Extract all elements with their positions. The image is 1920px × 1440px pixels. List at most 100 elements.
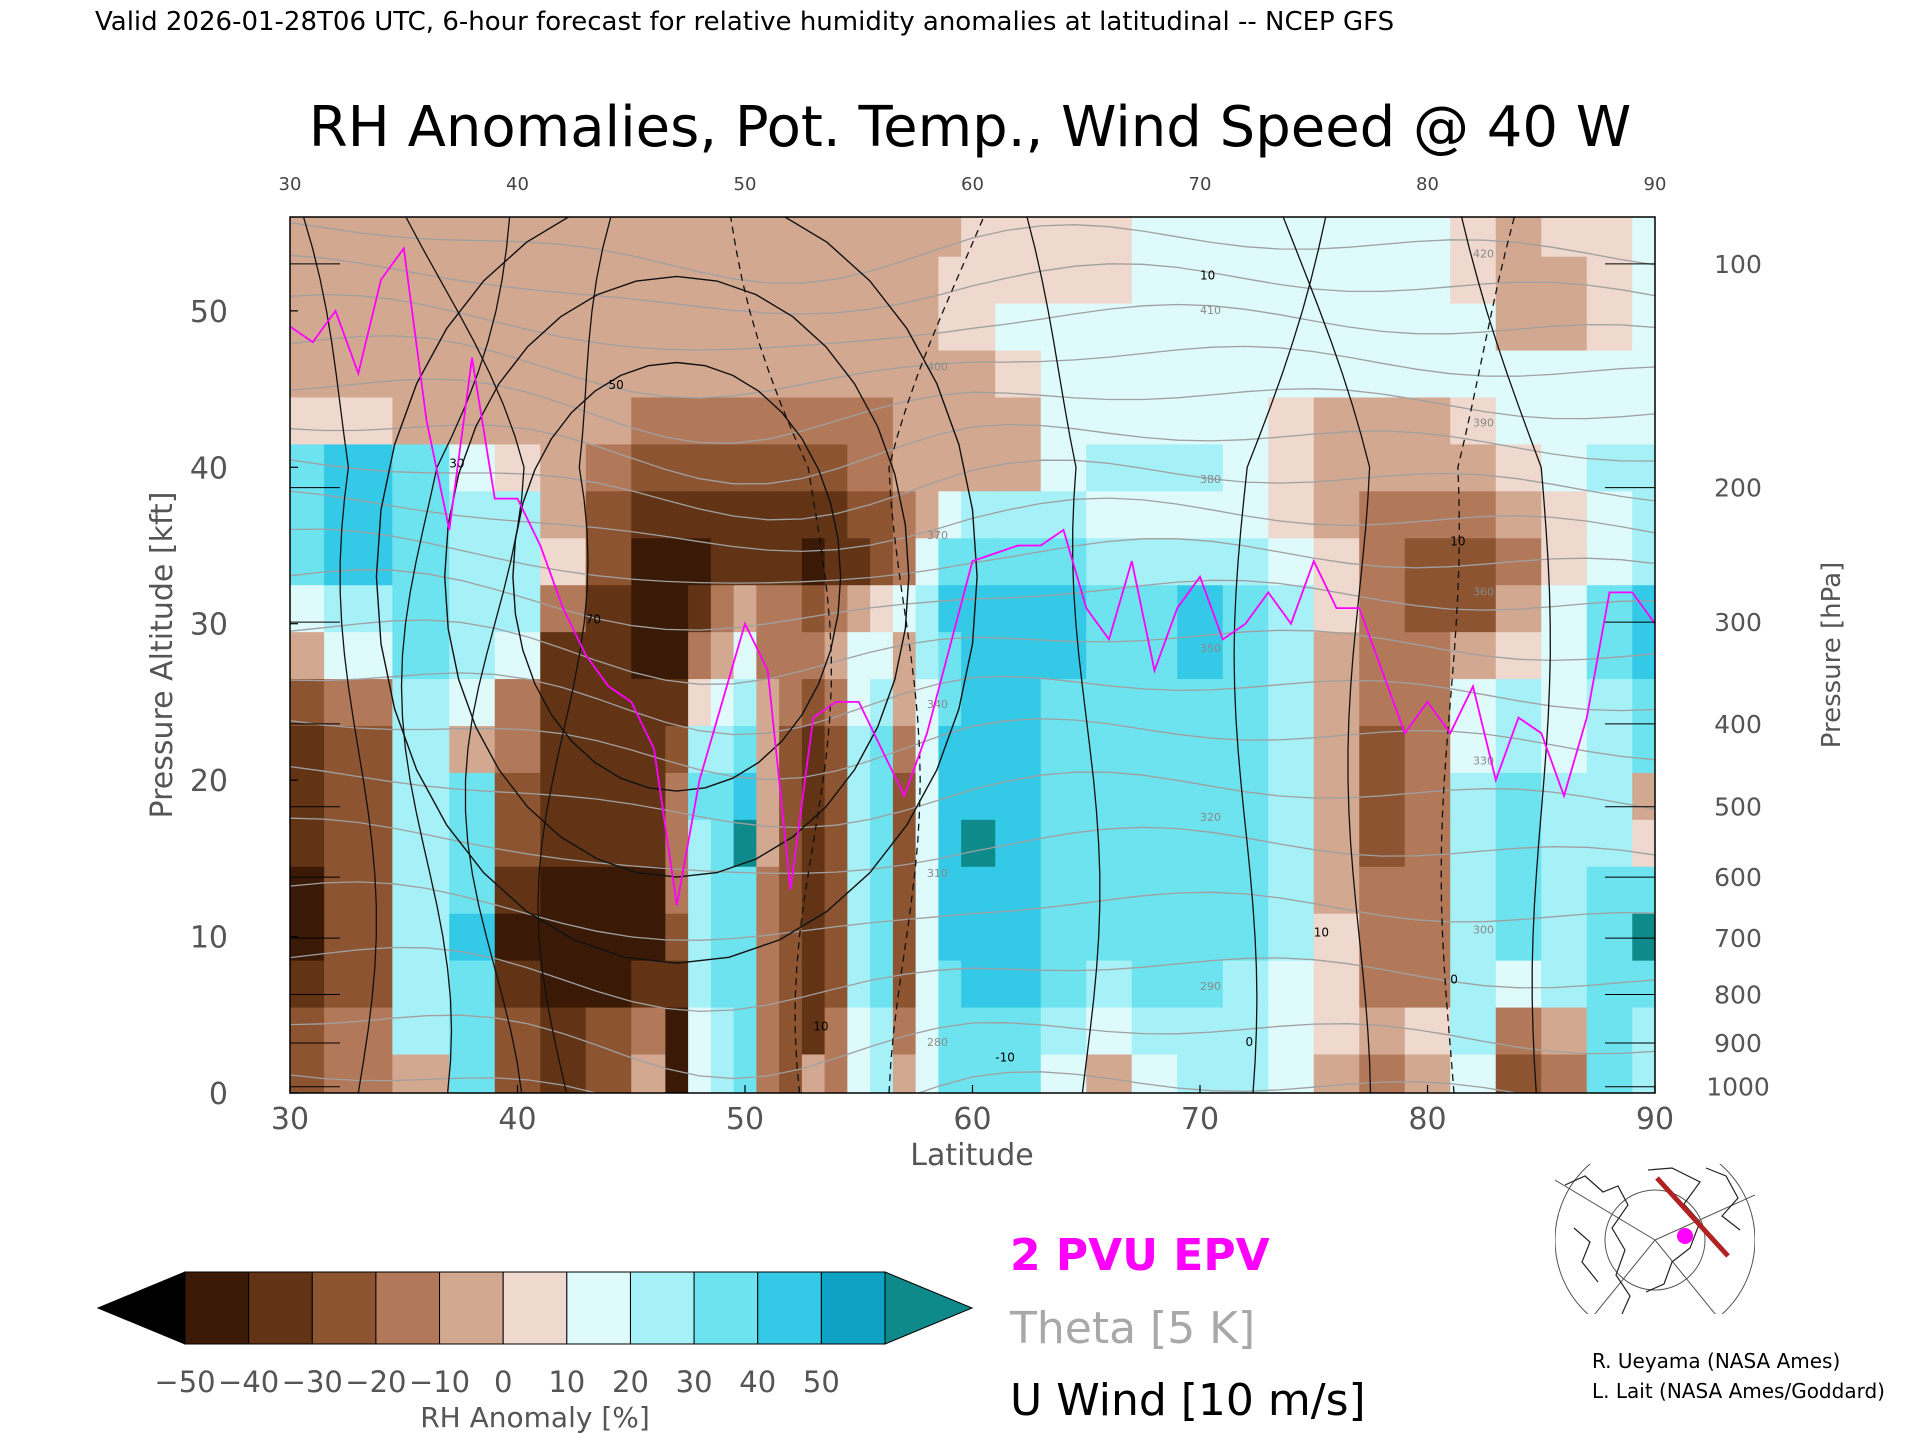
- rh-cell: [847, 960, 871, 1008]
- rh-cell: [1586, 396, 1633, 445]
- pressure-tick-label: 600: [1714, 863, 1762, 892]
- rh-cell: [870, 866, 894, 914]
- rh-cell: [1495, 443, 1542, 492]
- rh-cell: [324, 396, 393, 445]
- rh-cell: [1040, 217, 1087, 257]
- rh-cell: [801, 396, 826, 445]
- rh-cell: [688, 490, 712, 539]
- point-marker: [1677, 1228, 1693, 1244]
- rh-cell: [779, 303, 803, 351]
- rh-cell: [665, 819, 689, 867]
- y-tick-label: 20: [190, 764, 228, 799]
- rh-cell: [290, 772, 325, 820]
- rh-cell: [392, 396, 450, 445]
- rh-cell: [1450, 1006, 1497, 1055]
- rh-cell: [1632, 443, 1655, 492]
- rh-cell: [1586, 631, 1633, 680]
- rh-cell: [1131, 913, 1178, 961]
- rh-cell: [585, 725, 632, 773]
- pressure-tick-label: 1000: [1706, 1073, 1770, 1102]
- rh-cell: [392, 443, 450, 492]
- rh-cell: [995, 349, 1042, 398]
- credit-line-1: R. Ueyama (NASA Ames): [1592, 1349, 1840, 1373]
- legend-uwind: U Wind [10 m/s]: [1010, 1375, 1366, 1426]
- rh-cell: [1450, 631, 1497, 680]
- rh-cell: [1404, 349, 1451, 398]
- rh-cell: [1541, 256, 1588, 304]
- rh-cell: [1495, 772, 1542, 820]
- rh-cell: [870, 349, 894, 398]
- rh-cell: [801, 303, 826, 351]
- rh-cell: [665, 725, 689, 773]
- rh-cell: [756, 772, 780, 820]
- u-wind-contour: [512, 361, 842, 792]
- rh-cell: [710, 349, 735, 398]
- rh-cell: [324, 303, 393, 351]
- rh-cell: [824, 537, 848, 586]
- rh-cell: [756, 396, 780, 445]
- rh-cell: [1086, 725, 1133, 773]
- rh-cell: [665, 537, 689, 586]
- rh-cell: [392, 913, 450, 961]
- rh-cell: [688, 217, 712, 257]
- rh-cell: [779, 678, 803, 726]
- rh-cell: [688, 866, 712, 914]
- u-wind-contour: [888, 217, 985, 1093]
- rh-cell: [801, 1006, 826, 1055]
- rh-cell: [688, 349, 712, 398]
- rh-cell: [779, 725, 803, 773]
- u-wind-label: 10: [1200, 269, 1215, 283]
- x-tick-label: 50: [726, 1102, 764, 1137]
- rh-cell: [1313, 866, 1360, 914]
- rh-cell: [1222, 725, 1269, 773]
- theta-isentrope: [290, 817, 1655, 874]
- rh-cell: [824, 819, 848, 867]
- rh-cell: [1177, 303, 1224, 351]
- x-tick-label: 40: [498, 1102, 536, 1137]
- rh-cell: [870, 960, 894, 1008]
- rh-cell: [870, 256, 894, 304]
- rh-cell: [1632, 913, 1655, 961]
- colorbar-box: [820, 1271, 886, 1345]
- rh-cell: [892, 537, 917, 586]
- u-wind-contour: [1440, 217, 1515, 1093]
- theta-label: 290: [1200, 980, 1221, 993]
- rh-cell: [1131, 819, 1178, 867]
- rh-cell: [540, 913, 587, 961]
- rh-cell: [1040, 631, 1087, 680]
- u-wind-contour: [1233, 217, 1327, 1093]
- rh-cell: [1586, 349, 1633, 398]
- rh-cell: [1040, 772, 1087, 820]
- rh-cell: [801, 819, 826, 867]
- rh-cell: [290, 819, 325, 867]
- rh-cell: [1586, 913, 1633, 961]
- rh-cell: [995, 1006, 1042, 1055]
- rh-cell: [1177, 349, 1224, 398]
- rh-cell: [631, 349, 666, 398]
- rh-cell: [938, 678, 962, 726]
- rh-cell: [665, 217, 689, 257]
- rh-cell: [915, 349, 939, 398]
- rh-cell: [756, 443, 780, 492]
- rh-cell: [540, 217, 587, 257]
- rh-cell: [756, 1006, 780, 1055]
- rh-cell: [756, 631, 780, 680]
- rh-cell: [1450, 217, 1497, 257]
- rh-cell: [1450, 913, 1497, 961]
- rh-cell: [1541, 217, 1588, 257]
- rh-cell: [756, 537, 780, 586]
- rh-cell: [1268, 490, 1315, 539]
- rh-cell: [1359, 349, 1406, 398]
- colorbar-box: [375, 1271, 441, 1345]
- rh-cell: [290, 1053, 325, 1093]
- rh-cell: [710, 725, 735, 773]
- rh-cell: [1086, 1053, 1133, 1093]
- colorbar-under-arrow: [96, 1271, 186, 1345]
- rh-cell: [290, 490, 325, 539]
- rh-cell: [892, 1006, 917, 1055]
- rh-cell: [1541, 725, 1588, 773]
- rh-cell: [1586, 217, 1633, 257]
- rh-cell: [1541, 1006, 1588, 1055]
- rh-cell: [961, 960, 996, 1008]
- rh-cell: [688, 1006, 712, 1055]
